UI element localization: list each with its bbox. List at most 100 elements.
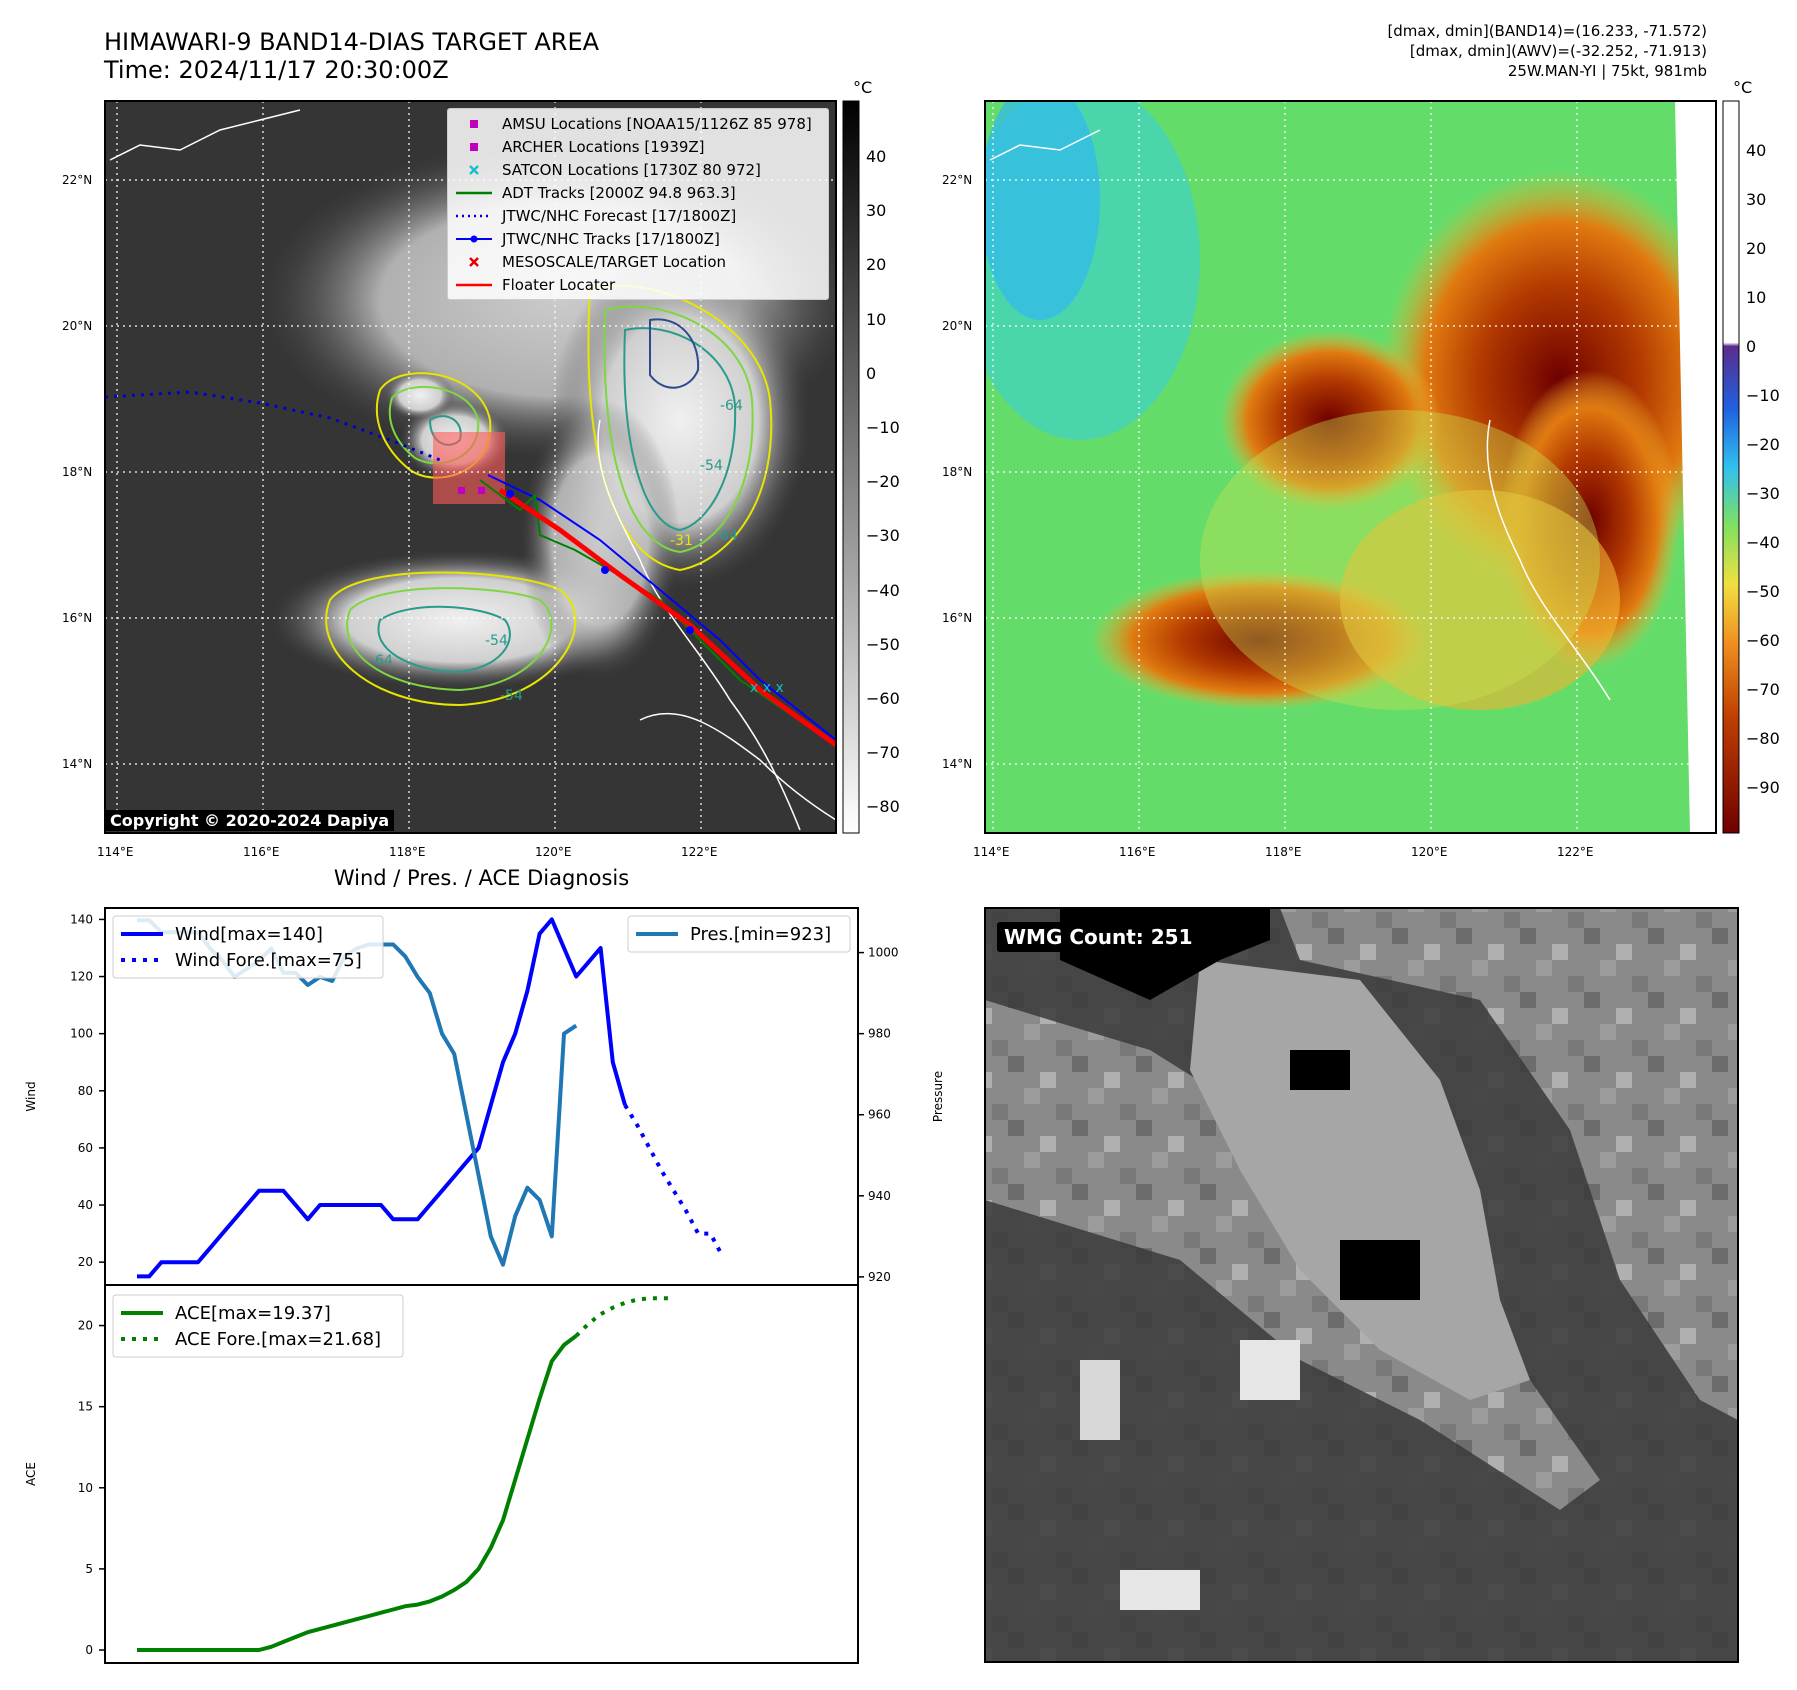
legend-swatch — [456, 191, 492, 195]
lat-tick-20-right: 20°N — [942, 319, 973, 333]
chart-legend: Wind[max=140] Wind Fore.[max=75] — [112, 915, 384, 979]
y2-tick-label: 940 — [868, 1189, 891, 1203]
info-storm: 25W.MAN-YI | 75kt, 981mb — [1507, 62, 1707, 80]
series-line — [137, 1334, 578, 1652]
lat-tick-16: 16°N — [62, 611, 93, 625]
legend-label: Wind Fore.[max=75] — [175, 950, 362, 971]
copyright-label: Copyright © 2020-2024 Dapiya — [105, 810, 395, 831]
jtwc-best-track — [487, 474, 836, 741]
contour-label-5: -54 — [700, 458, 723, 474]
series-line — [623, 1104, 725, 1258]
band14-color-map — [984, 100, 1717, 834]
contour-label-1: -64 — [370, 653, 393, 669]
figure-title-line1: HIMAWARI-9 BAND14-DIAS TARGET AREA — [104, 28, 600, 56]
y-tick-label: 120 — [70, 970, 93, 984]
y-tick-label: 20 — [78, 1319, 93, 1333]
gray-colorbar-tick: −30 — [866, 526, 900, 546]
contour-label-6: -31 — [670, 533, 693, 549]
chart-legend: Pres.[min=923] — [627, 915, 851, 953]
lon-tick-120: 120°E — [535, 845, 572, 859]
lon-tick-116: 116°E — [243, 845, 280, 859]
info-band14: [dmax, dmin](BAND14)=(16.233, -71.572) — [1387, 22, 1707, 40]
legend-swatch — [469, 165, 479, 175]
series-line — [574, 1296, 674, 1338]
lon-tick-118-right: 118°E — [1265, 845, 1302, 859]
lat-tick-22: 22°N — [62, 173, 93, 187]
lat-tick-22-right: 22°N — [942, 173, 973, 187]
y-tick-label: 15 — [78, 1400, 93, 1414]
gray-colorbar-unit: °C — [853, 78, 873, 97]
y-tick-label: 10 — [78, 1481, 93, 1495]
gray-colorbar-tick: −40 — [866, 580, 900, 600]
color-colorbar-tick: −60 — [1746, 631, 1780, 650]
y-tick-label: 0 — [85, 1643, 93, 1657]
y2-tick-label: 960 — [868, 1108, 891, 1122]
color-colorbar-tick: 40 — [1746, 141, 1767, 160]
chart-title: Wind / Pres. / ACE Diagnosis — [333, 866, 630, 890]
lat-tick-14: 14°N — [62, 757, 93, 771]
legend-swatch — [456, 283, 492, 287]
color-colorbar-unit: °C — [1733, 78, 1753, 97]
lon-tick-114: 114°E — [97, 845, 134, 859]
gray-colorbar-tick: 10 — [866, 309, 887, 329]
lon-tick-122-right: 122°E — [1557, 845, 1594, 859]
lon-tick-116-right: 116°E — [1119, 845, 1156, 859]
legend-entry: ADT Tracks [2000Z 94.8 963.3] — [454, 182, 736, 204]
gray-colorbar-tick: −80 — [866, 797, 900, 817]
lon-tick-118: 118°E — [389, 845, 426, 859]
y2-axis-label: Pressure — [931, 1071, 945, 1122]
figure-title-line2: Time: 2024/11/17 20:30:00Z — [104, 56, 449, 84]
gray-colorbar-tick: −70 — [866, 743, 900, 763]
y-tick-label: 80 — [78, 1084, 93, 1098]
svg-text:x x x: x x x — [750, 680, 784, 696]
lat-tick-20: 20°N — [62, 319, 93, 333]
gray-colorbar-tick: −50 — [866, 634, 900, 654]
contour-label-4: -64 — [715, 528, 738, 544]
gray-colorbar-tick: 0 — [866, 363, 877, 383]
legend-swatch — [470, 143, 478, 151]
lat-tick-16-right: 16°N — [942, 611, 973, 625]
color-colorbar-tick: −10 — [1746, 386, 1780, 405]
color-colorbar-tick: 30 — [1746, 190, 1767, 209]
y-tick-label: 60 — [78, 1141, 93, 1155]
lat-tick-18: 18°N — [62, 465, 93, 479]
legend-label: ACE Fore.[max=21.68] — [175, 1329, 381, 1350]
color-colorbar — [1722, 100, 1740, 834]
color-colorbar-tick: 10 — [1746, 288, 1767, 307]
gray-colorbar-tick: −60 — [866, 689, 900, 708]
lon-tick-120-right: 120°E — [1411, 845, 1448, 859]
y-tick-label: 40 — [78, 1198, 93, 1212]
lat-tick-14-right: 14°N — [942, 757, 973, 771]
adt-track — [479, 479, 836, 746]
legend-label: JTWC/NHC Tracks [17/1800Z] — [502, 230, 720, 248]
color-colorbar-tick: 0 — [1746, 337, 1757, 356]
legend-label: ACE[max=19.37] — [175, 1303, 331, 1324]
y-tick-label: 140 — [70, 912, 93, 926]
map-legend: AMSU Locations [NOAA15/1126Z 85 978] ARCH… — [447, 108, 829, 300]
legend-label: SATCON Locations [1730Z 80 972] — [502, 161, 761, 179]
y2-tick-label: 1000 — [868, 946, 899, 960]
color-colorbar-tick: −80 — [1746, 729, 1780, 748]
gray-colorbar-tick: 30 — [866, 201, 887, 221]
y-axis-label: Wind — [24, 1081, 38, 1111]
contour-label-7: -54 — [500, 688, 523, 704]
y-axis-label: ACE — [24, 1462, 38, 1486]
legend-swatch — [469, 257, 479, 267]
legend-swatch — [456, 235, 492, 243]
lon-tick-122: 122°E — [681, 845, 718, 859]
lon-tick-114-right: 114°E — [973, 845, 1010, 859]
y-tick-label: 20 — [78, 1255, 93, 1269]
legend-entry: MESOSCALE/TARGET Location — [454, 251, 726, 273]
legend-label: Floater Locater — [502, 276, 616, 294]
jtwc-forecast-track — [105, 390, 441, 462]
wmg-panel — [984, 907, 1739, 1663]
legend-label: ARCHER Locations [1939Z] — [502, 138, 705, 156]
legend-swatch — [456, 214, 492, 218]
color-colorbar-tick: −90 — [1746, 778, 1780, 797]
color-colorbar-tick: −50 — [1746, 582, 1780, 601]
series-line — [137, 917, 627, 1279]
gray-colorbar-tick: −10 — [866, 418, 900, 437]
gray-colorbar-tick: −20 — [866, 472, 900, 492]
gray-colorbar-tick: 40 — [866, 147, 887, 166]
